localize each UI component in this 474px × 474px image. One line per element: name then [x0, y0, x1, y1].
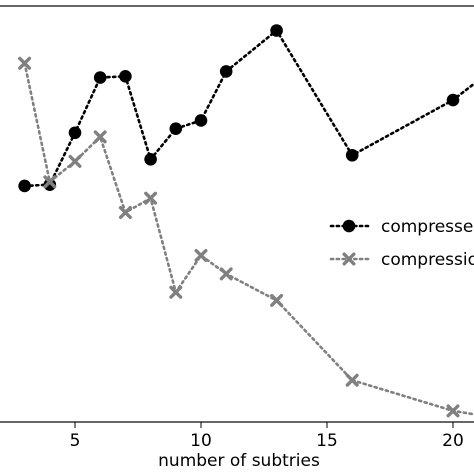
data-point — [219, 65, 233, 78]
data-point — [18, 179, 31, 193]
legend-label: compressed — [381, 217, 474, 237]
legend-marker — [342, 219, 356, 233]
data-point — [68, 154, 82, 168]
data-point — [194, 248, 208, 262]
data-point — [43, 175, 57, 189]
x-axis: 5 10 15 20 — [70, 422, 464, 451]
series-layer — [18, 24, 474, 418]
data-point — [144, 153, 157, 166]
series-line-1 — [23, 28, 474, 188]
data-point — [345, 373, 359, 387]
data-point — [43, 178, 57, 191]
data-point — [93, 71, 107, 84]
data-point — [119, 70, 132, 83]
data-point — [68, 126, 82, 140]
data-point — [446, 93, 460, 107]
legend: compressed compression — [329, 217, 474, 270]
data-point — [194, 114, 208, 127]
legend-marker — [342, 252, 356, 266]
x-tick-label: 20 — [442, 431, 464, 451]
data-point — [93, 130, 107, 144]
data-point — [345, 148, 359, 162]
plot-frame — [0, 5, 474, 423]
data-point — [270, 24, 283, 37]
data-point — [118, 205, 132, 220]
data-point — [144, 191, 158, 205]
series-line-2 — [23, 61, 474, 416]
data-point — [18, 56, 32, 70]
data-point — [169, 122, 183, 135]
legend-label: compression — [381, 250, 474, 270]
data-point — [219, 267, 233, 281]
data-point — [446, 404, 460, 418]
x-axis-label: number of subtries — [158, 451, 320, 471]
data-point — [270, 293, 284, 307]
data-point — [169, 285, 183, 299]
x-tick-label: 5 — [70, 431, 81, 451]
x-tick-label: 10 — [190, 431, 212, 451]
x-tick-label: 15 — [316, 431, 338, 451]
